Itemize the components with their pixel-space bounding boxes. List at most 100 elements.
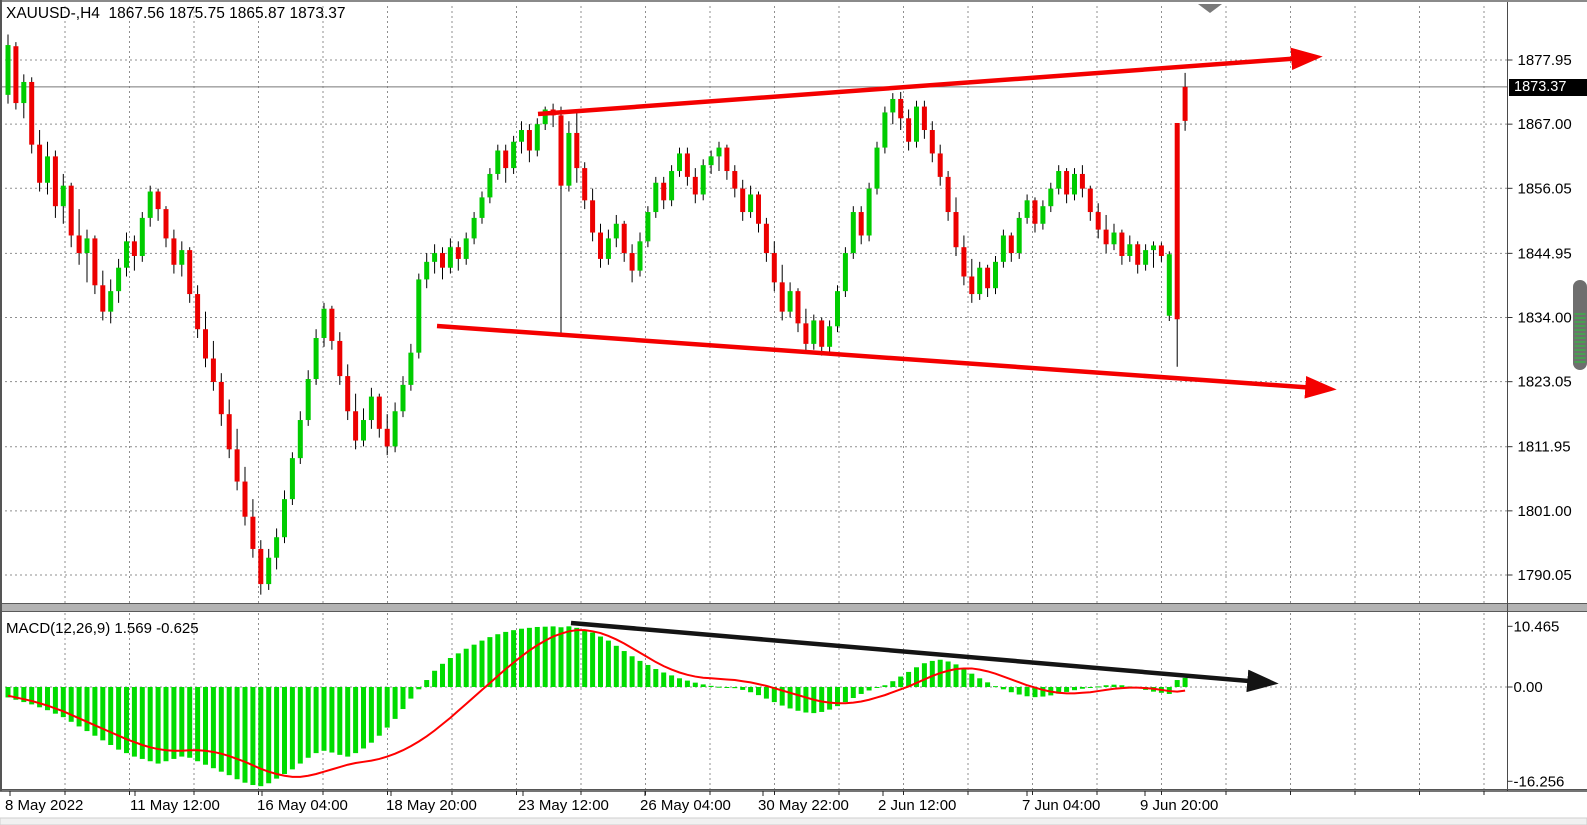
macd-histogram-bar — [874, 687, 880, 688]
bull-candle — [471, 217, 477, 239]
macd-histogram-bar — [716, 686, 722, 688]
macd-histogram-bar — [463, 648, 469, 687]
bear-candle — [210, 358, 216, 382]
time-axis-label: 16 May 04:00 — [257, 797, 348, 814]
macd-histogram-bar — [218, 687, 224, 772]
bear-candle — [740, 188, 746, 213]
macd-histogram-bar — [313, 687, 319, 754]
bull-candle — [787, 291, 793, 312]
bull-candle — [566, 132, 572, 186]
macd-histogram-bar — [337, 687, 343, 755]
time-axis[interactable]: 8 May 2022 11 May 12:00 16 May 04:00 18 May… — [5, 791, 1485, 814]
symbol-ohlc-title: XAUUSD-,H4 1867.56 1875.75 1865.87 1873.… — [6, 5, 346, 22]
macd-histogram-bar — [511, 630, 517, 687]
bull-candle — [1111, 232, 1117, 245]
macd-histogram-bar — [203, 687, 208, 765]
bull-candle — [519, 130, 524, 142]
macd-histogram-bar — [234, 687, 240, 780]
bear-candle — [1064, 171, 1070, 195]
macd-axis-label: -16.256 — [1514, 773, 1565, 790]
bull-candle — [408, 352, 414, 385]
macd-histogram-bar — [708, 685, 714, 687]
macd-histogram-bar — [5, 687, 11, 698]
macd-histogram-bar — [210, 687, 216, 769]
macd-histogram-bar — [171, 687, 177, 759]
macd-histogram-bar — [842, 687, 848, 703]
macd-trendline-arrow[interactable] — [570, 620, 1279, 693]
bear-candle — [203, 329, 208, 359]
scrollbar-thumb[interactable] — [1573, 280, 1587, 370]
bear-candle — [858, 212, 864, 236]
bear-candle — [969, 276, 975, 295]
macd-series — [5, 626, 1188, 787]
bull-candle — [542, 109, 548, 125]
bull-candle — [392, 411, 398, 447]
macd-histogram-bar — [1079, 687, 1085, 689]
bear-candle — [1008, 235, 1014, 254]
macd-signal-line — [7, 629, 1186, 778]
bull-candle — [21, 81, 27, 104]
macd-histogram-bar — [534, 626, 540, 687]
bull-candle — [147, 191, 153, 218]
upper-trendline-arrow[interactable] — [537, 47, 1323, 117]
bull-candle — [708, 156, 714, 166]
macd-histogram-bar — [471, 644, 477, 687]
bull-candle — [700, 165, 706, 195]
bear-candle — [187, 250, 193, 295]
macd-histogram-bar — [147, 687, 153, 762]
bull-candle — [321, 308, 327, 339]
bull-candle — [1024, 200, 1030, 218]
macd-histogram-bar — [629, 656, 635, 687]
price-axis-label: 1867.00 — [1518, 116, 1572, 133]
bear-candle — [195, 294, 201, 330]
bear-candle — [171, 238, 177, 265]
time-axis-label: 11 May 12:00 — [130, 797, 220, 814]
macd-histogram-bar — [368, 687, 374, 743]
macd-histogram-bar — [1095, 686, 1101, 688]
macd-histogram-bar — [613, 645, 619, 687]
bear-candle — [779, 282, 785, 312]
macd-histogram-bar — [1111, 684, 1117, 687]
bear-candle — [258, 548, 264, 585]
macd-indicator-label: MACD(12,26,9) 1.569 -0.625 — [6, 620, 199, 637]
bull-candle — [1072, 173, 1077, 195]
macd-histogram-bar — [1072, 687, 1077, 691]
bull-candle — [850, 212, 856, 254]
macd-histogram-bar — [329, 687, 335, 753]
macd-histogram-bar — [637, 660, 643, 687]
macd-histogram-bar — [645, 664, 651, 687]
bull-candle — [305, 379, 311, 421]
panel-splitter[interactable] — [0, 603, 1587, 612]
macd-histogram-bar — [289, 687, 295, 770]
bull-candle — [890, 98, 896, 113]
macd-histogram-bar — [914, 667, 919, 687]
time-axis-label: 7 Jun 04:00 — [1022, 797, 1100, 814]
price-axis[interactable]: 1877.95 1867.00 1856.05 1844.95 1834.00 1823.… — [1507, 52, 1572, 790]
macd-histogram-bar — [866, 687, 872, 691]
candlestick-series — [5, 34, 1188, 595]
bear-candle — [163, 209, 169, 239]
bear-candle — [819, 320, 825, 347]
lower-trendline-arrow[interactable] — [436, 323, 1337, 399]
macd-histogram-bar — [921, 663, 927, 687]
macd-histogram-bar — [1103, 685, 1109, 687]
macd-histogram-bar — [1024, 687, 1030, 697]
bull-candle — [653, 182, 659, 213]
bull-candle — [5, 45, 11, 95]
bull-candle — [1127, 244, 1133, 256]
macd-histogram-bar — [827, 687, 833, 710]
bear-candle — [945, 176, 951, 213]
macd-histogram-bar — [550, 626, 556, 687]
macd-histogram-bar — [274, 687, 280, 779]
macd-histogram-bar — [447, 658, 453, 687]
bear-candle — [242, 481, 248, 517]
bear-candle — [1174, 122, 1180, 320]
bear-candle — [1032, 200, 1038, 224]
macd-histogram-bar — [882, 685, 888, 687]
macd-histogram-bar — [819, 687, 825, 712]
macd-histogram-bar — [700, 684, 706, 687]
bear-candle — [803, 323, 809, 344]
bear-candle — [455, 247, 461, 259]
bear-candle — [1095, 212, 1101, 230]
